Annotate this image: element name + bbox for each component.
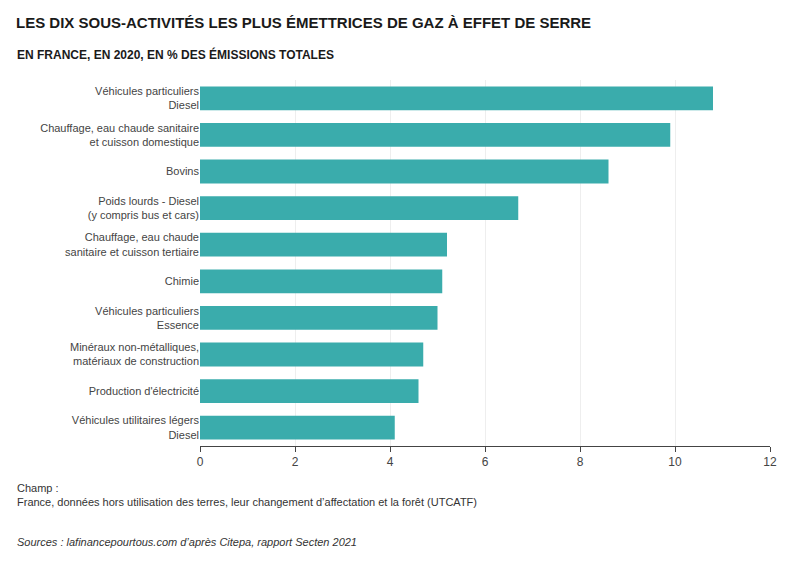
svg-text:Bovins: Bovins: [166, 165, 200, 177]
svg-text:Véhicules utilitaires légersDi: Véhicules utilitaires légersDiesel: [72, 414, 200, 440]
svg-text:2: 2: [292, 455, 299, 469]
svg-text:4: 4: [387, 455, 394, 469]
svg-text:8: 8: [577, 455, 584, 469]
svg-text:Sources : lafinancepourtous.co: Sources : lafinancepourtous.com d’après …: [17, 536, 357, 548]
svg-text:0: 0: [197, 455, 204, 469]
svg-text:Véhicules particuliersDiesel: Véhicules particuliersDiesel: [95, 85, 199, 111]
svg-text:Chimie: Chimie: [165, 275, 199, 287]
svg-text:EN FRANCE, EN 2020, EN % DES É: EN FRANCE, EN 2020, EN % DES ÉMISSIONS T…: [17, 47, 334, 62]
svg-text:10: 10: [668, 455, 682, 469]
svg-text:Chauffage, eau chaudesanitaire: Chauffage, eau chaudesanitaire et cuisso…: [65, 231, 199, 257]
svg-text:Chauffage, eau chaude sanitair: Chauffage, eau chaude sanitaireet cuisso…: [40, 122, 199, 148]
svg-text:Poids lourds - Diesel(y compri: Poids lourds - Diesel(y compris bus et c…: [88, 195, 199, 221]
svg-text:6: 6: [482, 455, 489, 469]
svg-text:Véhicules particuliersEssence: Véhicules particuliersEssence: [95, 305, 199, 331]
svg-text:Production d'électricité: Production d'électricité: [89, 385, 199, 397]
svg-text:LES DIX SOUS-ACTIVITÉS LES PLU: LES DIX SOUS-ACTIVITÉS LES PLUS ÉMETTRIC…: [16, 14, 591, 31]
svg-text:Minéraux non-métalliques,matér: Minéraux non-métalliques,matériaux de co…: [70, 341, 199, 367]
svg-text:12: 12: [763, 455, 777, 469]
svg-text:Champ :France, données hors ut: Champ :France, données hors utilisation …: [17, 482, 477, 508]
